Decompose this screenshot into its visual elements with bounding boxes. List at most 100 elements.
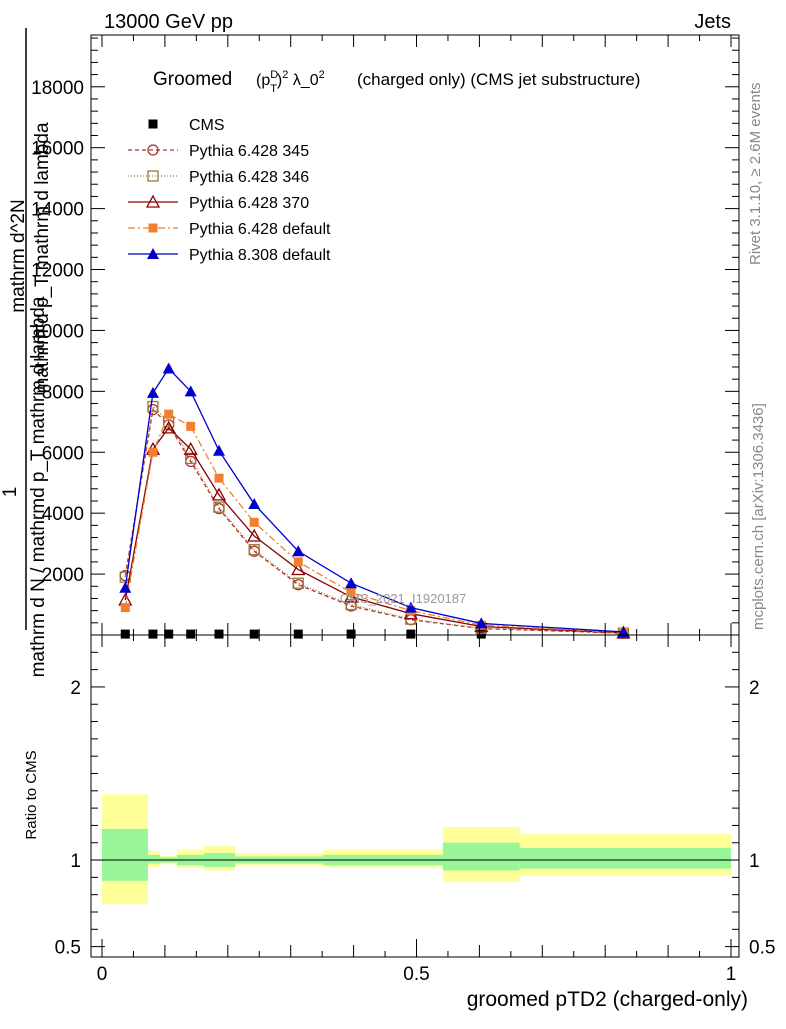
data-point — [184, 385, 197, 397]
data-point — [120, 629, 130, 639]
title-math: (pD T)2 λ_02 — [256, 69, 325, 95]
legend-entry: Pythia 6.428 370 — [128, 194, 309, 212]
data-point — [291, 562, 306, 576]
ratio-axis-ticks: 0.5 0.5 1 1 2 2 0 0.5 1 — [55, 635, 775, 985]
data-point — [214, 629, 224, 639]
data-point — [148, 447, 158, 457]
main-ytick-label: 14000 — [31, 200, 84, 221]
data-point — [346, 629, 356, 639]
main-plot-marks — [118, 362, 631, 639]
ratio-ytick-label-right: 1 — [749, 851, 760, 872]
data-point — [211, 487, 227, 501]
data-point — [183, 441, 198, 455]
ylabel-denominator: mathrm d N / mathrmd p_T mathrm d lambda — [28, 296, 49, 677]
legend-label: Pythia 6.428 345 — [189, 143, 309, 160]
data-point — [146, 386, 159, 398]
title-rest: (charged only) (CMS jet substructure) — [357, 70, 640, 89]
energy-label: 13000 GeV pp — [104, 11, 233, 33]
legend-marker — [147, 144, 159, 156]
series-line — [124, 413, 624, 634]
data-point — [214, 473, 224, 483]
main-ytick-label: 2000 — [42, 565, 84, 586]
legend-entry: Pythia 6.428 346 — [128, 169, 309, 186]
data-point — [148, 629, 158, 639]
data-point — [164, 629, 174, 639]
data-point — [119, 581, 132, 593]
data-point — [404, 601, 417, 613]
data-point — [293, 629, 303, 639]
data-point — [162, 362, 175, 374]
legend-entry: Pythia 8.308 default — [128, 247, 331, 264]
legend-label: Pythia 6.428 346 — [189, 169, 309, 186]
ratio-ytick-label: 2 — [70, 678, 81, 699]
data-point — [186, 421, 196, 431]
legend-marker — [147, 248, 159, 259]
main-ytick-label: 18000 — [31, 78, 84, 99]
legend-marker — [145, 194, 161, 208]
data-point — [247, 528, 262, 542]
legend-entry: CMS — [148, 117, 225, 134]
x-tick-label: 1 — [726, 964, 737, 985]
main-ytick-label: 4000 — [42, 504, 84, 525]
legend-label: Pythia 6.428 default — [189, 221, 331, 238]
main-ytick-label: 8000 — [42, 382, 84, 403]
data-point — [249, 629, 259, 639]
legend-entry: Pythia 6.428 345 — [128, 143, 309, 160]
data-point — [186, 629, 196, 639]
data-point — [120, 603, 130, 613]
x-axis-label: groomed pTD2 (charged-only) — [467, 988, 748, 1011]
data-point — [213, 501, 225, 513]
main-ytick-label: 12000 — [31, 261, 84, 282]
data-point — [475, 617, 488, 629]
watermark: CMS_2021_I1920187 — [340, 591, 467, 606]
legend-label: Pythia 8.308 default — [189, 247, 331, 264]
x-tick-label: 0.5 — [403, 964, 429, 985]
ratio-ylabel: Ratio to CMS — [23, 750, 40, 839]
legend: CMS Pythia 6.428 345 Pythia 6.428 346 Pythi… — [128, 117, 331, 264]
rivet-label: Rivet 3.1.10, ≥ 2.6M events — [747, 83, 764, 266]
ratio-ytick-label: 0.5 — [55, 938, 81, 959]
legend-marker — [147, 170, 159, 182]
series-3 — [118, 420, 631, 639]
ratio-frame — [90, 634, 740, 958]
ylabel-numerator: 1 — [0, 487, 21, 498]
data-point — [212, 444, 225, 456]
ratio-band-inner — [147, 854, 160, 864]
title-groomed: Groomed — [153, 69, 232, 90]
ratio-panel: 0.5 0.5 1 1 2 2 0 0.5 1 Ratio to CMS groomed pTD… — [23, 634, 775, 1011]
ratio-ytick-label: 1 — [70, 851, 81, 872]
ylabel-overlap-2: mathrm d p_T mathrm d lambda — [32, 122, 53, 393]
ylabel-overlap: mathrm d^2N — [8, 199, 29, 312]
data-point — [248, 544, 260, 556]
legend-label: Pythia 6.428 370 — [189, 195, 309, 212]
ratio-bands — [102, 794, 731, 905]
data-point — [248, 498, 261, 510]
series-line — [124, 426, 624, 634]
series-line — [124, 405, 624, 634]
main-ytick-label: 6000 — [42, 443, 84, 464]
ratio-band-inner — [442, 842, 520, 871]
main-ytick-label: 16000 — [31, 139, 84, 160]
plot-title: Groomed (pD T)2 λ_02 (charged only) (CMS … — [153, 69, 640, 95]
x-tick-label: 0 — [97, 964, 108, 985]
data-point — [164, 409, 174, 419]
series-5 — [119, 362, 630, 637]
legend-marker — [148, 223, 158, 233]
data-point — [292, 545, 305, 557]
mcplots-label: mcplots.cern.ch [arXiv:1306.3436] — [750, 403, 767, 630]
ratio-band-inner — [102, 828, 148, 881]
data-point — [293, 557, 303, 567]
data-point — [345, 577, 358, 589]
ratio-ytick-label-right: 0.5 — [749, 938, 775, 959]
data-point — [161, 420, 176, 434]
data-point — [249, 517, 259, 527]
legend-label: CMS — [189, 117, 225, 134]
data-point — [147, 400, 159, 413]
legend-marker — [148, 119, 158, 129]
main-panel: 2000 4000 6000 8000 10000 12000 14000 16000 1800… — [0, 28, 740, 677]
main-axis-ticks: 2000 4000 6000 8000 10000 12000 14000 16000 1800… — [31, 35, 739, 635]
data-point — [406, 629, 416, 639]
main-ytick-label: 10000 — [31, 321, 84, 342]
ratio-ytick-label-right: 2 — [749, 678, 760, 699]
